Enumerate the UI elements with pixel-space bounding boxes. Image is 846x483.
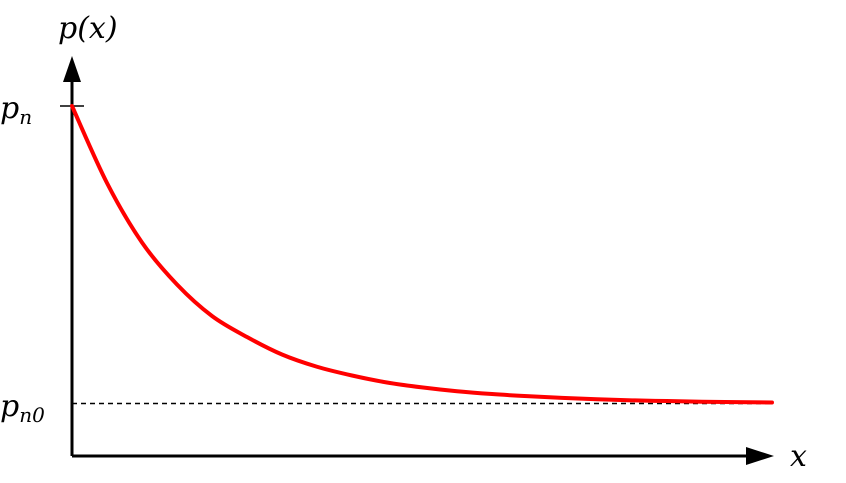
y-tick-label-sub: n [19,105,32,129]
y-tick-label-main: p [0,389,19,424]
y-tick-label-main: p [0,91,19,126]
series-line-0 [70,104,774,405]
x-axis-arrow [746,447,774,465]
y-tick-label-0: pn [0,91,32,129]
y-tick-label-1: pn0 [0,389,45,427]
y-axis-label: p(x) [58,11,118,46]
y-tick-label-sub: n0 [19,403,45,427]
x-axis-label: x [790,439,807,474]
series-layer [70,104,774,405]
y-axis-arrow [63,56,81,82]
axes [60,56,774,465]
